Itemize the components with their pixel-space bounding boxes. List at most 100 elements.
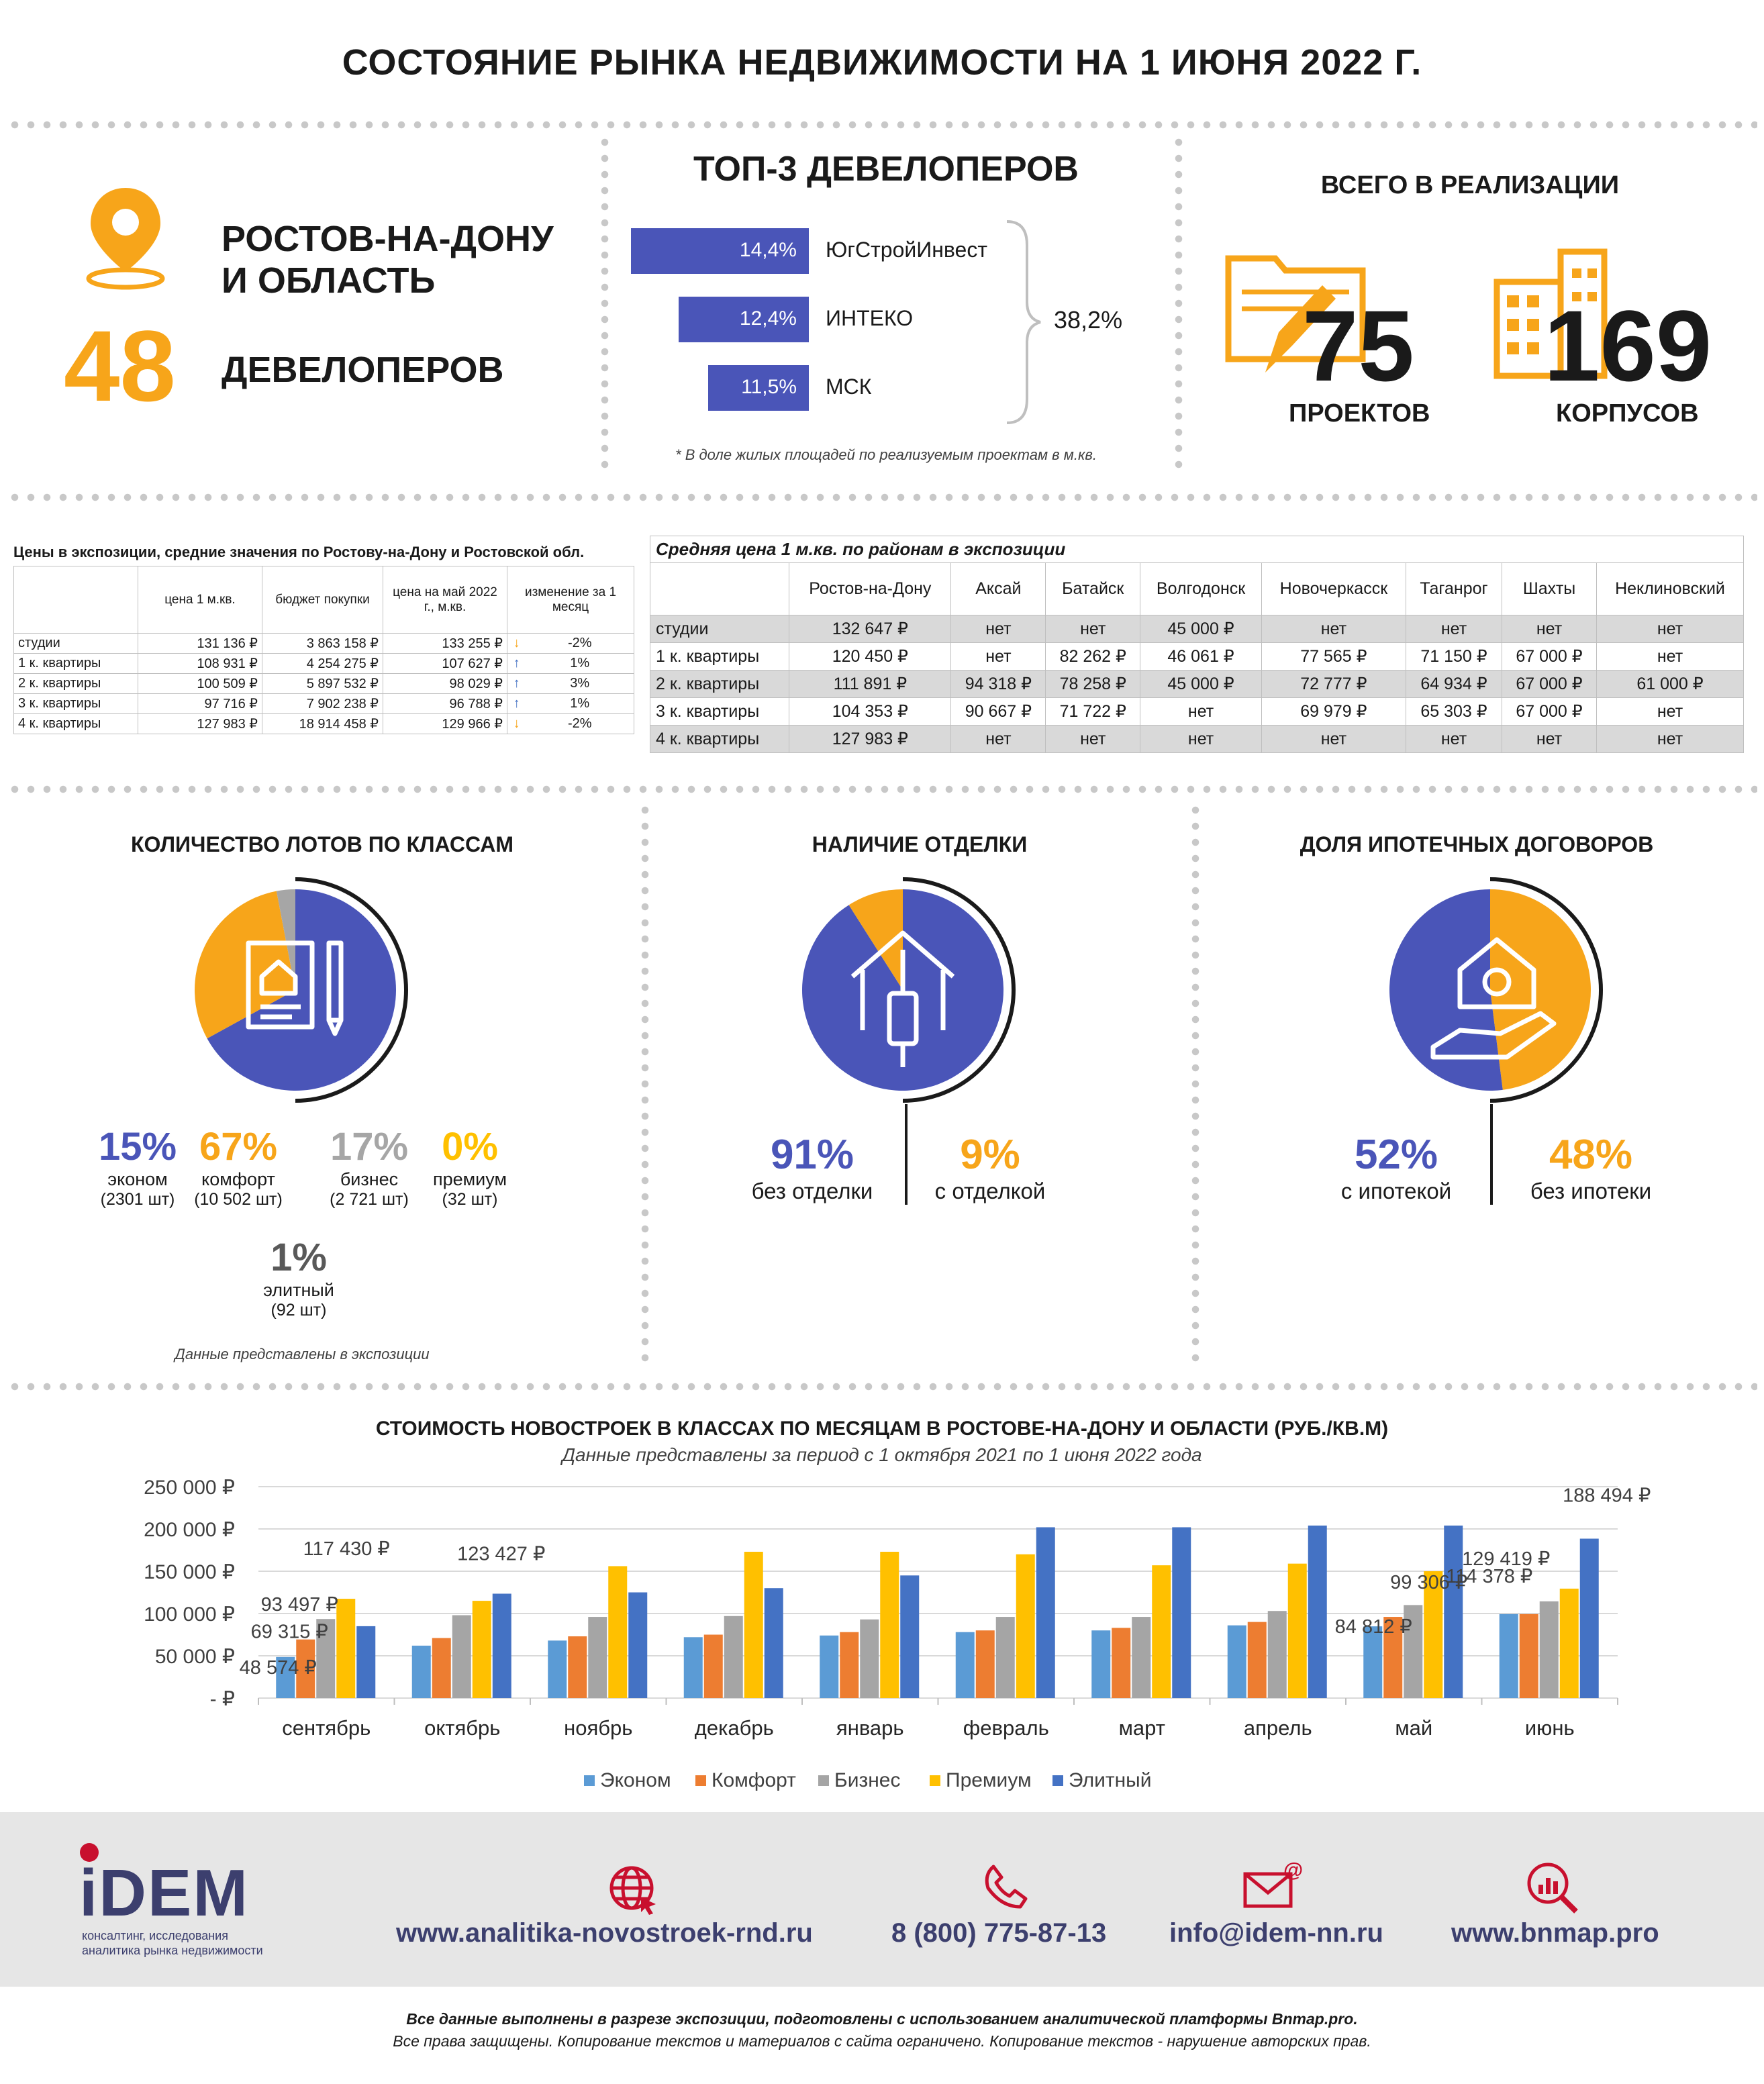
divider [7, 1383, 1757, 1391]
y-tick-label: 150 000 ₽ [144, 1561, 235, 1583]
district-price: 67 000 ₽ [1502, 642, 1597, 671]
x-tick-label: март [1119, 1716, 1165, 1740]
district-price: нет [1045, 615, 1141, 643]
district-price: нет [1140, 697, 1262, 726]
finish-title: НАЛИЧИЕ ОТДЕЛКИ [812, 832, 1028, 856]
price-table-header [13, 566, 138, 634]
price-per-sqm: 108 931 ₽ [138, 653, 262, 674]
price-table-row: 4 к. квартиры 127 983 ₽18 914 458 ₽129 96… [13, 713, 634, 734]
lots-note: Данные представлены в экспозиции [175, 1346, 430, 1362]
bar-элитный [1579, 1538, 1599, 1698]
mortgage-divider [1490, 1104, 1493, 1205]
disclaimer: Все права защищены. Копирование текстов … [393, 2032, 1371, 2050]
data-label: 123 427 ₽ [457, 1543, 545, 1565]
price-change: -2% [526, 713, 634, 734]
lots-pct: 67% [199, 1125, 278, 1169]
finish-pct: 91% [770, 1132, 854, 1178]
phone-icon [985, 1865, 1028, 1909]
price-row-label: студии [13, 633, 138, 654]
bar-элитный [900, 1575, 920, 1698]
lots-name: премиум [432, 1169, 507, 1189]
link-phone[interactable]: 8 (800) 775-87-13 [891, 1918, 1107, 1948]
disclaimer: Все данные выполнены в разрезе экспозици… [406, 2010, 1358, 2028]
district-price: 111 891 ₽ [789, 670, 952, 698]
link-website[interactable]: www.analitika-novostroek-rnd.ru [396, 1918, 813, 1948]
purchase-budget: 4 254 275 ₽ [262, 653, 383, 674]
district-price: нет [1405, 615, 1503, 643]
price-table-header: цена на май 2022 г., м.кв. [383, 566, 507, 634]
lots-name: бизнес [340, 1169, 399, 1189]
bar-эконом [1363, 1626, 1383, 1698]
divider [7, 785, 1757, 793]
price-table-header: бюджет покупки [262, 566, 383, 634]
district-price: нет [950, 642, 1046, 671]
email-icon: @ [1243, 1859, 1302, 1908]
bar-премиум [1287, 1563, 1307, 1698]
lots-count: (2 721 шт) [330, 1190, 409, 1209]
link-bnmap[interactable]: www.bnmap.pro [1451, 1918, 1659, 1948]
location-pin-icon [86, 188, 165, 290]
bar-бизнес [1267, 1611, 1287, 1698]
lots-name: эконом [107, 1169, 168, 1189]
bar-комфорт [1247, 1622, 1267, 1698]
bar-премиум [1016, 1554, 1035, 1698]
price-per-sqm: 97 716 ₽ [138, 693, 262, 714]
price-row-label: 1 к. квартиры [13, 653, 138, 674]
district-header: Аксай [950, 562, 1046, 615]
district-price: 71 722 ₽ [1045, 697, 1141, 726]
divider [7, 121, 1757, 129]
price-per-sqm: 100 509 ₽ [138, 673, 262, 694]
x-tick-label: май [1395, 1716, 1432, 1740]
district-row: студии 132 647 ₽ нет нет 45 000 ₽ нет нет нет не… [649, 615, 1745, 643]
brace-icon [1006, 220, 1041, 424]
divider [601, 134, 609, 477]
bar-премиум [1424, 1571, 1443, 1698]
legend-label: Эконом [600, 1769, 671, 1791]
legend-swatch [818, 1775, 829, 1786]
legend-label: Элитный [1069, 1769, 1151, 1791]
pie-slice-ekonom [207, 889, 396, 1091]
bar-элитный [1036, 1527, 1055, 1698]
divider [1175, 134, 1183, 477]
data-label: 69 315 ₽ [251, 1622, 328, 1643]
pie-slice-with-mortgage [1389, 889, 1503, 1091]
bar-премиум [1152, 1565, 1171, 1698]
x-tick-label: апрель [1244, 1716, 1312, 1740]
bar-бизнес [724, 1616, 743, 1698]
purchase-budget: 3 863 158 ₽ [262, 633, 383, 654]
lots-count: (10 502 шт) [194, 1190, 283, 1209]
pie-slice-without-mortgage [1490, 889, 1591, 1090]
bar-бизнес [1404, 1605, 1423, 1698]
chart-title: СТОИМОСТЬ НОВОСТРОЕК В КЛАССАХ ПО МЕСЯЦА… [375, 1418, 1389, 1440]
district-price: нет [1596, 642, 1745, 671]
mortgage-pie [1389, 877, 1603, 1103]
district-price: 94 318 ₽ [950, 670, 1046, 698]
divider [7, 493, 1757, 501]
brand-tagline: консалтинг, исследования [82, 1929, 228, 1942]
bar-элитный [356, 1626, 376, 1698]
price-per-sqm: 127 983 ₽ [138, 713, 262, 734]
district-header: Неклиновский [1596, 562, 1745, 615]
purchase-budget: 5 897 532 ₽ [262, 673, 383, 694]
district-price: нет [1596, 615, 1745, 643]
price-table-row: студии 131 136 ₽3 863 158 ₽133 255 ₽ ↓ -2% [13, 633, 634, 654]
bar-эконом [1499, 1614, 1518, 1698]
finish-pie [802, 877, 1016, 1103]
bar-элитный [1308, 1525, 1327, 1698]
district-price: 65 303 ₽ [1405, 697, 1503, 726]
top3-chart: 14,4% ЮгСтройИнвест 12,4% ИНТЕКО 11,5% М… [631, 220, 1168, 424]
district-price: 82 262 ₽ [1045, 642, 1141, 671]
logo-dot-icon [80, 1843, 99, 1862]
link-email[interactable]: info@idem-nn.ru [1169, 1918, 1383, 1948]
district-price: нет [950, 725, 1046, 753]
pie-slice-with-finish [848, 889, 903, 990]
data-label: 114 378 ₽ [1446, 1566, 1532, 1587]
bar-бизнес [316, 1619, 336, 1698]
price-row-label: 2 к. квартиры [13, 673, 138, 694]
district-table: Средняя цена 1 м.кв. по районам в экспоз… [649, 536, 1745, 753]
data-label: 84 812 ₽ [1335, 1616, 1412, 1638]
district-header: Таганрог [1405, 562, 1503, 615]
top3-share: 14,4% [739, 239, 797, 261]
arrow-up-icon: ↑ [507, 673, 526, 694]
price-table-row: 1 к. квартиры 108 931 ₽4 254 275 ₽107 627… [13, 653, 634, 674]
